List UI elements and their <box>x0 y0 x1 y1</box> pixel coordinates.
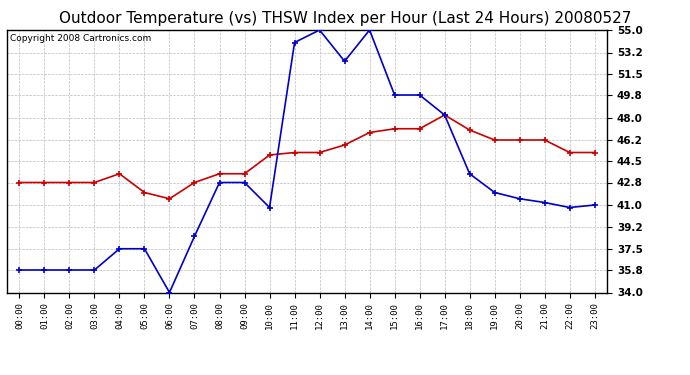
Text: Copyright 2008 Cartronics.com: Copyright 2008 Cartronics.com <box>10 34 151 43</box>
Text: Outdoor Temperature (vs) THSW Index per Hour (Last 24 Hours) 20080527: Outdoor Temperature (vs) THSW Index per … <box>59 11 631 26</box>
